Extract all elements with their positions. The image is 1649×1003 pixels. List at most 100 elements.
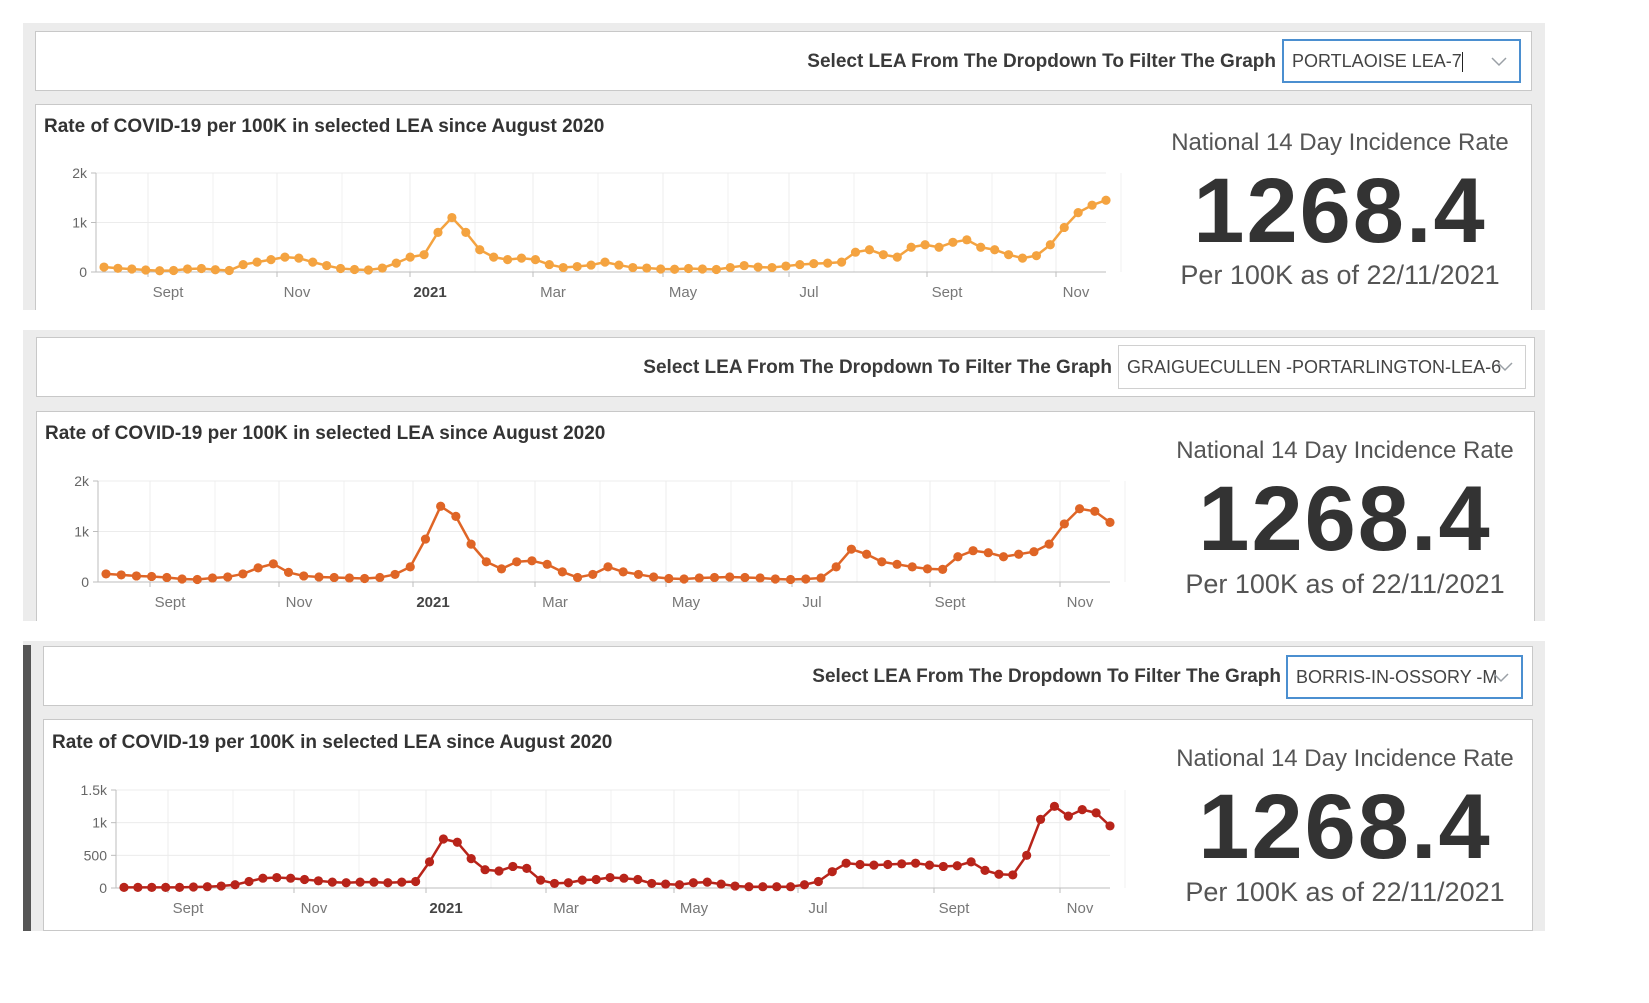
data-point[interactable]	[962, 235, 972, 245]
data-point[interactable]	[147, 571, 157, 582]
data-point[interactable]	[1101, 195, 1111, 205]
data-point[interactable]	[375, 572, 385, 583]
data-point[interactable]	[649, 572, 659, 582]
lea-dropdown-3[interactable]: BORRIS-IN-OSSORY -M	[1286, 655, 1523, 699]
data-point[interactable]	[268, 559, 278, 569]
data-point[interactable]	[230, 880, 240, 890]
data-point[interactable]	[711, 264, 721, 275]
data-point[interactable]	[496, 564, 507, 574]
data-point[interactable]	[878, 250, 888, 260]
data-point[interactable]	[744, 882, 754, 892]
data-point[interactable]	[466, 539, 476, 549]
data-point[interactable]	[1059, 222, 1069, 233]
data-point[interactable]	[238, 569, 248, 579]
data-point[interactable]	[725, 262, 735, 273]
data-point[interactable]	[823, 258, 833, 268]
data-point[interactable]	[801, 574, 811, 584]
data-point[interactable]	[557, 567, 567, 577]
data-point[interactable]	[99, 262, 109, 272]
data-point[interactable]	[591, 874, 601, 885]
data-point[interactable]	[280, 252, 290, 262]
data-point[interactable]	[216, 881, 226, 891]
data-point[interactable]	[850, 247, 861, 257]
data-point[interactable]	[127, 264, 137, 274]
data-point[interactable]	[1017, 253, 1028, 263]
data-point[interactable]	[349, 264, 360, 275]
data-point[interactable]	[313, 876, 324, 886]
data-point[interactable]	[266, 255, 276, 265]
data-point[interactable]	[341, 878, 351, 888]
data-point[interactable]	[344, 573, 354, 583]
data-point[interactable]	[906, 242, 916, 252]
data-point[interactable]	[614, 260, 624, 270]
data-point[interactable]	[162, 572, 172, 583]
data-point[interactable]	[419, 250, 429, 260]
data-point[interactable]	[809, 258, 819, 269]
data-point[interactable]	[846, 544, 856, 554]
data-point[interactable]	[618, 567, 628, 577]
data-point[interactable]	[990, 245, 1000, 255]
data-point[interactable]	[252, 257, 262, 267]
data-point[interactable]	[702, 877, 712, 887]
data-point[interactable]	[383, 878, 393, 888]
data-point[interactable]	[258, 873, 268, 883]
data-point[interactable]	[327, 877, 337, 887]
data-point[interactable]	[182, 264, 193, 274]
data-point[interactable]	[1035, 814, 1046, 825]
data-point[interactable]	[329, 572, 339, 583]
data-point[interactable]	[294, 253, 304, 263]
data-point[interactable]	[920, 240, 930, 250]
data-point[interactable]	[910, 858, 921, 868]
data-point[interactable]	[563, 878, 573, 888]
data-point[interactable]	[656, 264, 666, 274]
data-point[interactable]	[892, 252, 902, 262]
data-point[interactable]	[405, 562, 415, 572]
data-point[interactable]	[527, 556, 537, 566]
data-point[interactable]	[397, 877, 407, 887]
data-point[interactable]	[1074, 504, 1085, 514]
data-point[interactable]	[836, 257, 847, 267]
data-point[interactable]	[953, 552, 963, 562]
data-point[interactable]	[855, 859, 865, 870]
data-point[interactable]	[781, 261, 791, 271]
data-point[interactable]	[168, 265, 179, 276]
data-point[interactable]	[177, 574, 187, 584]
data-point[interactable]	[1063, 811, 1073, 821]
data-point[interactable]	[522, 863, 532, 874]
data-point[interactable]	[314, 572, 324, 582]
data-point[interactable]	[147, 882, 157, 892]
data-point[interactable]	[224, 265, 234, 276]
data-point[interactable]	[161, 882, 171, 892]
data-point[interactable]	[586, 260, 596, 270]
data-point[interactable]	[238, 259, 248, 270]
data-point[interactable]	[207, 573, 218, 583]
data-point[interactable]	[994, 869, 1004, 879]
data-point[interactable]	[709, 572, 720, 583]
data-point[interactable]	[862, 549, 872, 559]
data-point[interactable]	[119, 882, 129, 892]
data-point[interactable]	[363, 265, 374, 275]
data-point[interactable]	[101, 569, 111, 579]
data-point[interactable]	[767, 262, 777, 273]
data-point[interactable]	[924, 860, 935, 870]
data-point[interactable]	[948, 237, 958, 247]
data-point[interactable]	[210, 265, 220, 275]
data-point[interactable]	[1105, 517, 1115, 528]
data-point[interactable]	[770, 574, 780, 584]
data-point[interactable]	[131, 571, 142, 581]
data-point[interactable]	[1029, 547, 1039, 557]
data-point[interactable]	[391, 258, 401, 268]
data-point[interactable]	[1077, 805, 1087, 815]
data-point[interactable]	[1014, 549, 1024, 559]
data-point[interactable]	[188, 882, 199, 892]
data-point[interactable]	[730, 881, 740, 891]
data-point[interactable]	[390, 569, 400, 580]
data-point[interactable]	[1044, 539, 1054, 549]
data-point[interactable]	[758, 882, 768, 892]
data-point[interactable]	[451, 511, 461, 521]
data-point[interactable]	[813, 876, 823, 887]
data-point[interactable]	[405, 252, 415, 262]
data-point[interactable]	[697, 264, 708, 274]
data-point[interactable]	[1022, 850, 1032, 860]
data-point[interactable]	[619, 873, 629, 883]
